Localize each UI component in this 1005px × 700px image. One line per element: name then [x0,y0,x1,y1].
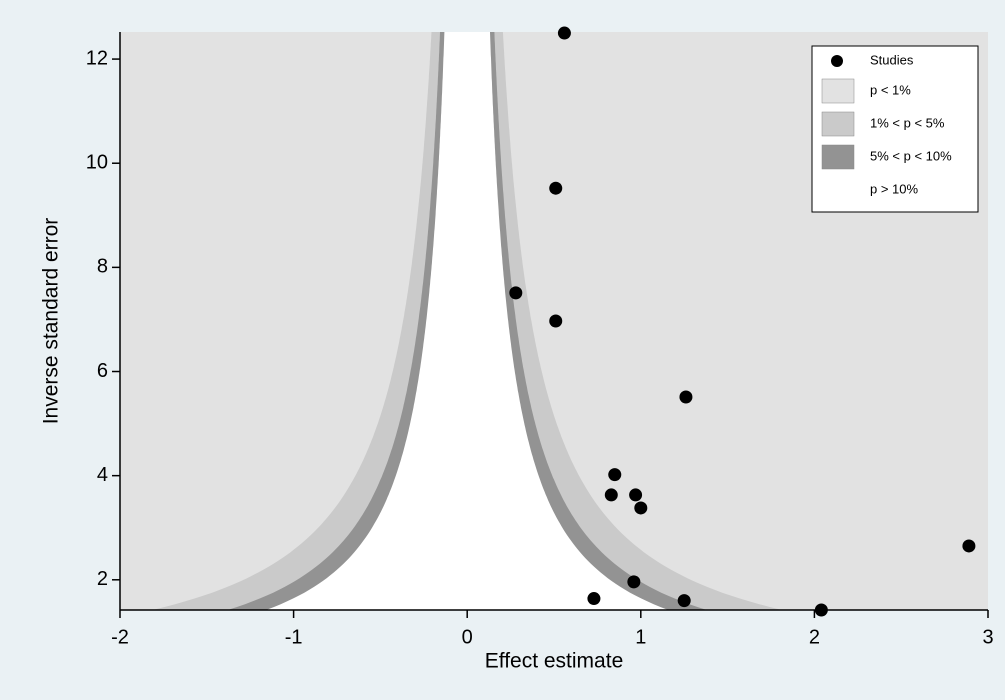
y-axis-label: Inverse standard error [40,218,63,425]
x-tick-label: -1 [285,626,303,648]
legend-marker [831,55,843,67]
legend-swatch [821,144,855,170]
x-tick-label: 3 [982,626,993,648]
study-point [557,26,571,40]
x-axis-label: Effect estimate [485,650,624,673]
study-point [629,488,643,502]
legend-label: 5% < p < 10% [870,148,952,163]
legend-label: 1% < p < 5% [870,115,945,130]
study-point [608,468,622,482]
study-point [634,501,648,515]
legend-swatch [821,78,855,104]
x-tick-label: 2 [809,626,820,648]
y-tick-label: 12 [86,47,108,69]
contour-region [266,32,669,610]
y-tick-label: 6 [97,360,108,382]
y-tick-label: 2 [97,568,108,590]
x-tick-label: 0 [462,626,473,648]
y-tick-label: 8 [97,256,108,278]
legend-label: p > 10% [870,181,919,196]
study-point [509,286,523,300]
legend-label: p < 1% [870,82,911,97]
study-point [549,314,563,328]
y-tick-label: 4 [97,464,108,486]
study-point [814,603,828,617]
study-point [549,181,563,195]
x-tick-label: -2 [111,626,129,648]
legend-swatch [821,111,855,137]
y-tick-label: 10 [86,152,108,174]
legend-label: Studies [870,52,914,67]
study-point [627,575,641,589]
study-point [587,592,601,606]
study-point [679,390,693,404]
legend: Studies p < 1% 1% < p < 5% 5% < p < 10% p > … [811,45,979,213]
x-tick-label: 1 [635,626,646,648]
study-point [962,539,976,553]
study-point [604,488,618,502]
legend-swatch [822,178,854,202]
study-point [677,594,691,608]
